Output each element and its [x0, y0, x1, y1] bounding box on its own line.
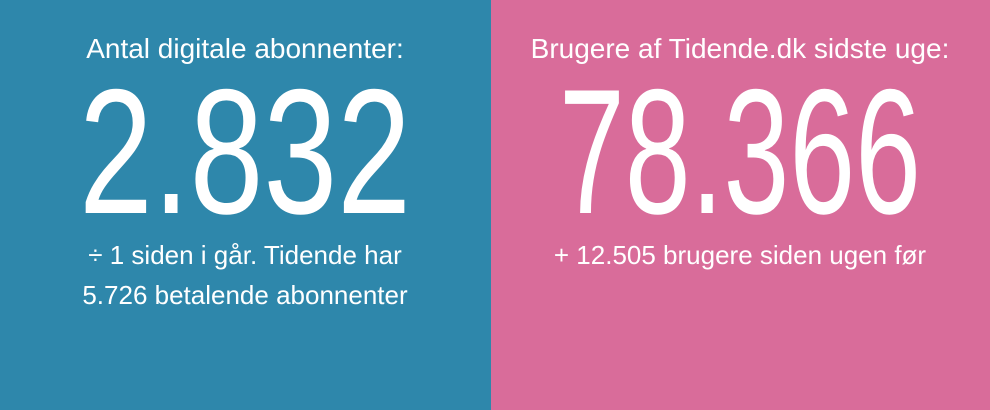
panel-title: Antal digitale abonnenter:: [86, 33, 404, 64]
big-number: 2.832: [79, 52, 411, 251]
subtext: 5.726 betalende abonnenter: [82, 280, 408, 310]
subtext: ÷ 1 siden i går. Tidende har: [88, 240, 402, 270]
panel-background: [0, 0, 491, 410]
panel-title: Brugere af Tidende.dk sidste uge:: [531, 33, 950, 64]
subtext: + 12.505 brugere siden ugen før: [554, 240, 927, 270]
panel-background: [491, 0, 990, 410]
big-number: 78.366: [559, 52, 921, 251]
panels: Antal digitale abonnenter:2.832÷ 1 siden…: [79, 33, 949, 310]
